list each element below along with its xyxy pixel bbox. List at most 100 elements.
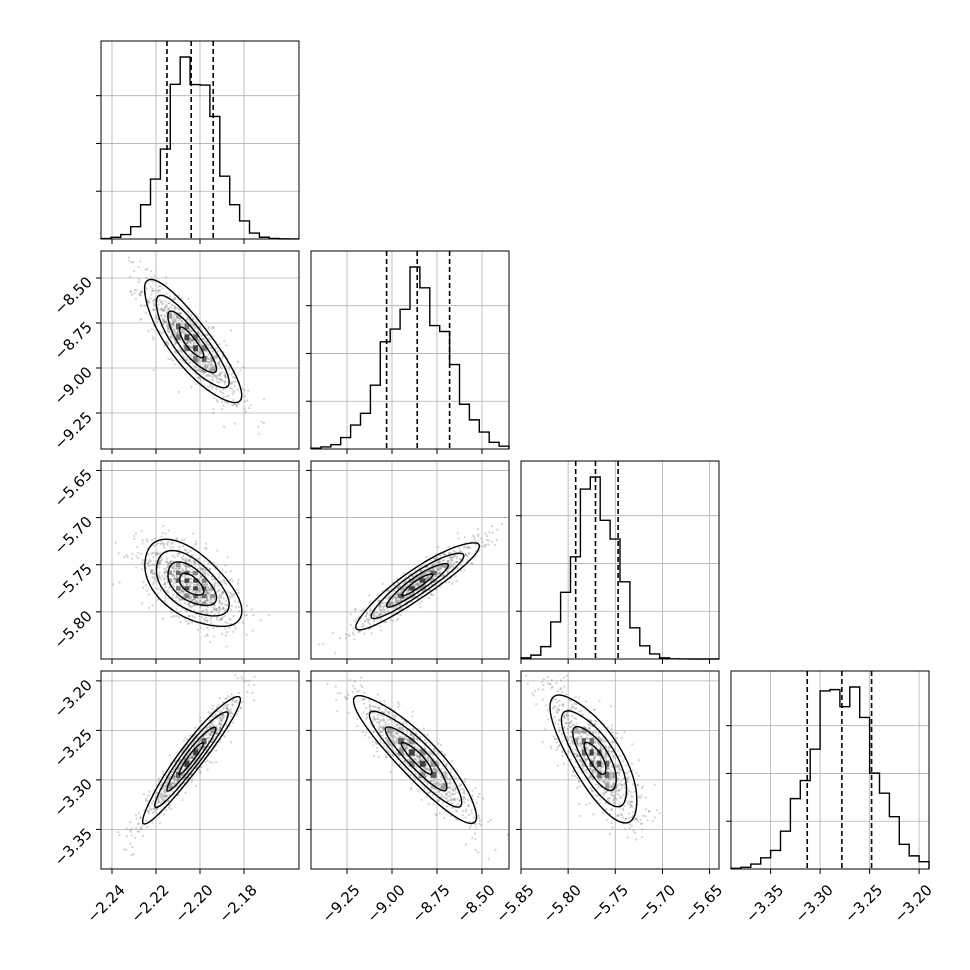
- scatter-point: [221, 616, 224, 619]
- scatter-point: [395, 731, 398, 735]
- scatter-point: [150, 570, 153, 573]
- scatter-point: [174, 319, 177, 323]
- scatter-point: [611, 731, 614, 734]
- scatter-point: [435, 574, 439, 578]
- scatter-point: [411, 584, 414, 587]
- scatter-point: [393, 742, 396, 745]
- scatter-point: [433, 767, 436, 770]
- scatter-point: [130, 293, 133, 296]
- scatter-point: [155, 579, 158, 583]
- contour-2: [167, 561, 218, 607]
- scatter-point: [172, 776, 175, 779]
- scatter-point: [161, 309, 164, 313]
- scatter-point: [376, 717, 379, 720]
- scatter-point: [151, 569, 154, 572]
- scatter-point: [493, 544, 496, 547]
- scatter-point: [218, 608, 221, 611]
- scatter-point: [156, 801, 159, 804]
- scatter-point: [382, 608, 385, 611]
- scatter-point: [451, 555, 455, 558]
- scatter-point: [198, 584, 201, 587]
- scatter-point: [384, 601, 387, 605]
- scatter-point: [383, 610, 386, 613]
- scatter-point: [173, 569, 176, 573]
- scatter-point: [204, 591, 208, 594]
- scatter-point: [446, 570, 450, 574]
- scatter-point: [179, 599, 182, 602]
- scatter-point: [167, 357, 170, 361]
- scatter-point: [132, 269, 135, 273]
- scatter-point: [382, 715, 385, 718]
- scatter-point: [344, 636, 348, 640]
- scatter-point: [130, 834, 133, 837]
- scatter-point: [206, 333, 209, 337]
- scatter-point: [214, 760, 218, 764]
- scatter-point: [346, 696, 349, 700]
- scatter-point: [123, 848, 126, 851]
- scatter-point: [477, 534, 480, 538]
- scatter-point: [194, 321, 197, 324]
- scatter-point: [153, 808, 156, 811]
- scatter-point: [174, 781, 177, 784]
- scatter-point: [149, 808, 152, 811]
- scatter-point: [365, 731, 368, 734]
- scatter-point: [383, 604, 387, 607]
- scatter-point: [399, 613, 402, 616]
- scatter-point: [172, 570, 175, 573]
- scatter-point: [386, 718, 389, 722]
- scatter-point: [230, 710, 233, 714]
- scatter-point: [141, 542, 144, 545]
- density-block: [175, 578, 181, 583]
- scatter-point: [153, 308, 156, 312]
- scatter-point: [168, 307, 171, 311]
- scatter-point: [451, 556, 454, 559]
- scatter-point: [245, 633, 248, 636]
- scatter-point: [234, 605, 238, 608]
- scatter-point: [222, 597, 226, 600]
- scatter-point: [164, 785, 168, 788]
- scatter-point: [175, 351, 178, 355]
- scatter-point: [190, 386, 193, 389]
- scatter-point: [179, 610, 182, 613]
- scatter-point: [177, 330, 180, 333]
- scatter-point: [176, 330, 180, 333]
- scatter-point: [427, 570, 430, 573]
- scatter-point: [438, 772, 441, 775]
- scatter-point: [392, 736, 395, 740]
- scatter-point: [233, 380, 237, 383]
- scatter-point: [187, 598, 191, 601]
- scatter-point: [219, 733, 222, 736]
- scatter-point: [367, 619, 370, 622]
- scatter-point: [232, 403, 235, 406]
- scatter-point: [469, 546, 472, 550]
- scatter-point: [247, 389, 250, 392]
- scatter-point: [209, 568, 212, 571]
- scatter-point: [166, 799, 170, 803]
- scatter-point: [457, 537, 460, 540]
- scatter-point: [218, 606, 221, 609]
- scatter-point: [384, 756, 388, 759]
- scatter-point: [173, 319, 176, 322]
- scatter-point: [221, 718, 224, 721]
- scatter-point: [213, 608, 217, 611]
- scatter-point: [372, 705, 375, 708]
- scatter-point: [416, 597, 419, 600]
- scatter-point: [169, 561, 172, 564]
- scatter-point: [257, 432, 260, 435]
- scatter-point: [200, 334, 203, 337]
- scatter-point: [197, 332, 200, 335]
- scatter-point: [160, 542, 163, 545]
- scatter-point: [190, 757, 194, 760]
- scatter-point: [147, 810, 151, 813]
- scatter-point: [221, 568, 224, 571]
- scatter-point: [166, 342, 170, 345]
- scatter-point: [191, 345, 194, 348]
- scatter-point: [410, 786, 413, 790]
- scatter-point: [155, 792, 158, 795]
- scatter-point: [205, 341, 208, 344]
- scatter-point: [180, 597, 183, 601]
- scatter-point: [437, 778, 440, 781]
- scatter-point: [236, 588, 239, 591]
- scatter-point: [426, 766, 429, 769]
- scatter-point: [246, 399, 249, 402]
